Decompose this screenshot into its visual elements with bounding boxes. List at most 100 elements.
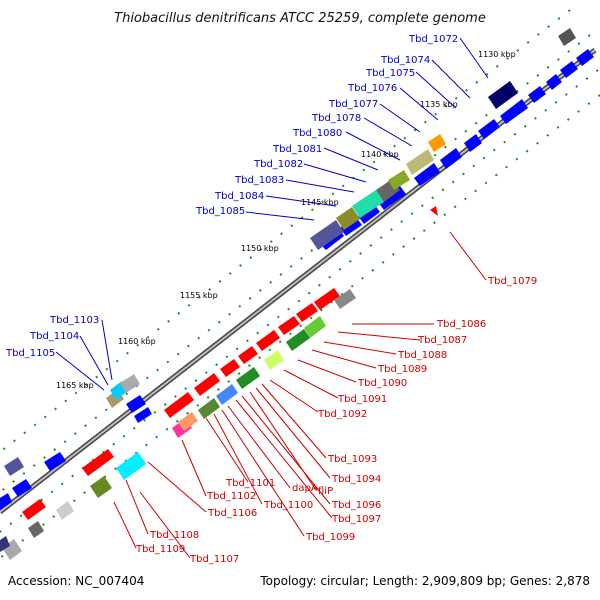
gene-box bbox=[56, 501, 74, 520]
gene-label: Tbd_1091 bbox=[337, 394, 387, 405]
gene-label: Tbd_1107 bbox=[189, 554, 239, 565]
gene-label: Tbd_1101 bbox=[225, 478, 275, 489]
gene-box bbox=[388, 170, 410, 190]
gene-box bbox=[558, 28, 576, 46]
gene-box bbox=[488, 81, 518, 109]
gene-arrow bbox=[430, 206, 438, 216]
gene-box bbox=[286, 329, 310, 351]
tick-label: 1140 kbp bbox=[361, 150, 399, 159]
label-connectors-red bbox=[113, 231, 487, 559]
gene-label: Tbd_1077 bbox=[328, 99, 378, 110]
reverse-genes bbox=[0, 206, 438, 560]
gene-box bbox=[304, 316, 326, 338]
gene-label: Tbd_1099 bbox=[305, 532, 355, 543]
gene-label: Tbd_1090 bbox=[357, 378, 407, 389]
map-title: Thiobacillus denitrificans ATCC 25259, c… bbox=[114, 11, 486, 26]
gene-label: Tbd_1078 bbox=[311, 113, 361, 124]
gene-label: Tbd_1096 bbox=[331, 500, 381, 511]
gene-arrow bbox=[12, 479, 32, 497]
gene-arrow bbox=[478, 119, 500, 139]
gene-box bbox=[428, 134, 446, 152]
tick-label: 1165 kbp bbox=[56, 381, 94, 390]
gene-label: fliP bbox=[318, 486, 333, 497]
gene-box bbox=[28, 521, 44, 538]
gene-box bbox=[4, 457, 24, 476]
gene-box bbox=[0, 536, 10, 552]
gene-label: Tbd_1087 bbox=[417, 335, 467, 346]
gene-arrow bbox=[576, 49, 594, 66]
gene-box bbox=[216, 384, 238, 405]
gene-label: Tbd_1088 bbox=[397, 350, 447, 361]
tick-tracks-inner bbox=[0, 34, 599, 533]
gene-arrow bbox=[464, 134, 482, 152]
gene-arrow bbox=[500, 99, 528, 124]
gene-arrow bbox=[440, 148, 462, 169]
tick-label: 1160 kbp bbox=[118, 337, 156, 346]
gene-arrow bbox=[256, 330, 280, 351]
gene-box bbox=[236, 367, 260, 389]
gene-label: Tbd_1103 bbox=[49, 315, 99, 326]
gene-label: Tbd_1094 bbox=[331, 474, 381, 485]
tick-label: 1150 kbp bbox=[241, 244, 279, 253]
gene-label: Tbd_1082 bbox=[253, 159, 303, 170]
gene-arrow bbox=[238, 346, 258, 364]
gene-label: Tbd_1106 bbox=[207, 508, 257, 519]
gene-box bbox=[178, 412, 198, 431]
gene-label: Tbd_1080 bbox=[292, 128, 342, 139]
tick-tracks bbox=[0, 9, 600, 559]
gene-box bbox=[120, 374, 140, 393]
gene-label: Tbd_1076 bbox=[347, 83, 397, 94]
gene-label: Tbd_1100 bbox=[263, 500, 313, 511]
gene-box bbox=[406, 149, 434, 175]
gene-box bbox=[264, 350, 284, 370]
gene-arrow bbox=[278, 316, 300, 335]
gene-arrow bbox=[528, 86, 546, 103]
label-connectors-blue bbox=[55, 37, 489, 391]
gene-box bbox=[310, 220, 344, 250]
tick-label: 1155 kbp bbox=[180, 291, 218, 300]
tick-label: 1145 kbp bbox=[301, 198, 339, 207]
gene-arrow bbox=[0, 493, 12, 510]
gene-label: Tbd_1084 bbox=[214, 191, 264, 202]
gene-arrow bbox=[296, 303, 318, 322]
gene-label: Tbd_1074 bbox=[380, 55, 430, 66]
gene-label: Tbd_1079 bbox=[487, 276, 537, 287]
gene-arrow bbox=[134, 407, 152, 423]
gene-label: Tbd_1075 bbox=[365, 68, 415, 79]
gene-arrow bbox=[378, 186, 406, 210]
gene-arrow bbox=[44, 452, 66, 471]
tick-label: 1130 kbp bbox=[478, 50, 516, 59]
gene-label: Tbd_1109 bbox=[135, 544, 185, 555]
labels-forward: Tbd_1072 Tbd_1074 Tbd_1075 Tbd_1076 Tbd_… bbox=[5, 34, 458, 359]
gene-label: Tbd_1086 bbox=[436, 319, 486, 330]
gene-label: Tbd_1072 bbox=[408, 34, 458, 45]
gene-box bbox=[334, 289, 356, 309]
gene-label: Tbd_1089 bbox=[377, 364, 427, 375]
gene-arrow bbox=[314, 288, 340, 310]
gene-label: Tbd_1097 bbox=[331, 514, 381, 525]
gene-label: Tbd_1105 bbox=[5, 348, 55, 359]
gene-arrow bbox=[546, 74, 562, 90]
gene-arrow bbox=[126, 395, 146, 413]
accession-text: Accession: NC_007404 bbox=[8, 574, 144, 588]
gene-label: Tbd_1081 bbox=[272, 144, 322, 155]
gene-arrow bbox=[220, 359, 240, 377]
gene-label: Tbd_1104 bbox=[29, 331, 79, 342]
gene-arrow bbox=[560, 61, 578, 78]
gene-box bbox=[352, 190, 384, 218]
gene-arrow bbox=[82, 449, 114, 476]
forward-genes bbox=[0, 28, 594, 510]
gene-arrow bbox=[340, 217, 362, 236]
tick-label: 1135 kbp bbox=[420, 100, 458, 109]
gene-arrow bbox=[22, 499, 46, 520]
labels-reverse: Tbd_1079 Tbd_1086 Tbd_1087 Tbd_1088 Tbd_… bbox=[135, 276, 537, 565]
gene-label: Tbd_1108 bbox=[149, 530, 199, 541]
gene-arrow bbox=[194, 373, 220, 396]
gene-label: Tbd_1102 bbox=[206, 491, 256, 502]
gene-label: Tbd_1092 bbox=[317, 409, 367, 420]
gene-label: dapA bbox=[292, 483, 318, 494]
gene-arrow bbox=[358, 204, 380, 224]
gene-arrow bbox=[164, 392, 194, 418]
gene-box bbox=[336, 207, 360, 230]
